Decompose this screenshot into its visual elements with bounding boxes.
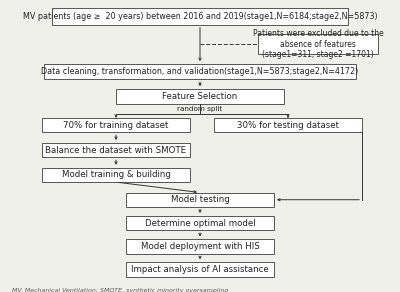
Text: MV patients (age ≥  20 years) between 2016 and 2019(stage1,N=6184;stage2,N=5873): MV patients (age ≥ 20 years) between 201… [23, 12, 377, 21]
Text: Balance the dataset with SMOTE: Balance the dataset with SMOTE [46, 146, 186, 155]
FancyBboxPatch shape [52, 8, 348, 25]
Text: Feature Selection: Feature Selection [162, 92, 238, 101]
Text: Determine optimal model: Determine optimal model [145, 219, 255, 228]
Text: Model deployment with HIS: Model deployment with HIS [141, 242, 259, 251]
Text: Model training & building: Model training & building [62, 171, 170, 179]
FancyBboxPatch shape [42, 118, 190, 132]
FancyBboxPatch shape [126, 192, 274, 207]
Text: Impact analysis of AI assistance: Impact analysis of AI assistance [131, 265, 269, 274]
FancyBboxPatch shape [126, 239, 274, 254]
FancyBboxPatch shape [126, 216, 274, 230]
FancyBboxPatch shape [258, 34, 378, 54]
FancyBboxPatch shape [42, 168, 190, 182]
FancyBboxPatch shape [44, 64, 356, 79]
FancyBboxPatch shape [126, 262, 274, 277]
Text: Model testing: Model testing [171, 195, 229, 204]
Text: Data cleaning, transformation, and validation(stage1,N=5873;stage2,N=4172): Data cleaning, transformation, and valid… [41, 67, 359, 76]
FancyBboxPatch shape [214, 118, 362, 132]
Text: random split: random split [177, 106, 223, 112]
Text: Patients were excluded due to the
absence of features
(stage1=311, stage2 =1701): Patients were excluded due to the absenc… [253, 29, 383, 59]
Text: 70% for training dataset: 70% for training dataset [63, 121, 169, 130]
Text: 30% for testing dataset: 30% for testing dataset [237, 121, 339, 130]
Text: MV, Mechanical Ventilation; SMOTE, synthetic minority oversampling
technique; HI: MV, Mechanical Ventilation; SMOTE, synth… [12, 288, 228, 292]
FancyBboxPatch shape [116, 89, 284, 104]
FancyBboxPatch shape [42, 143, 190, 157]
